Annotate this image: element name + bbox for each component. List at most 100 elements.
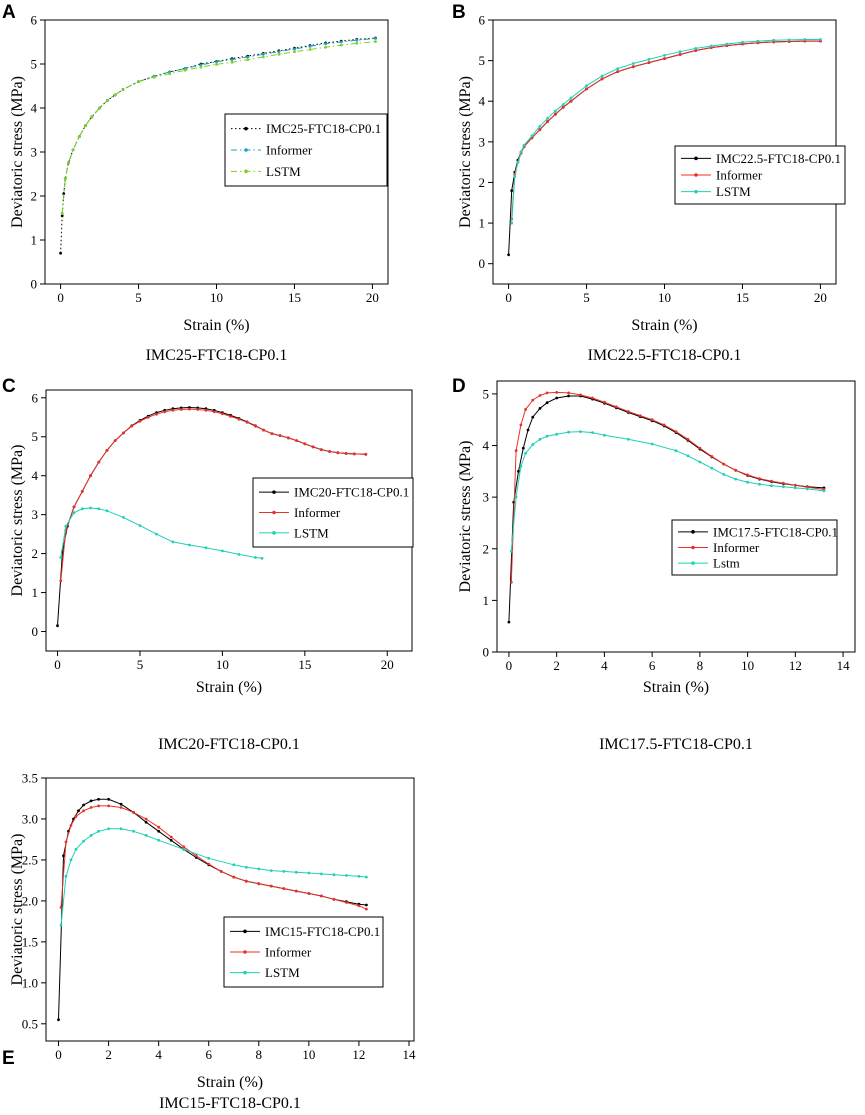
data-point [212, 410, 216, 414]
y-tick-label: 2 [479, 175, 486, 190]
x-tick-label: 12 [789, 658, 802, 673]
data-point [741, 40, 744, 44]
data-point [519, 423, 523, 427]
data-point [64, 840, 68, 844]
data-point [524, 451, 527, 455]
data-point [507, 253, 510, 257]
data-point [686, 437, 690, 441]
data-point [311, 445, 315, 449]
x-tick-label: 10 [216, 657, 229, 672]
data-point [616, 70, 620, 73]
data-point [144, 834, 148, 837]
data-point [72, 511, 76, 515]
data-point [144, 817, 148, 821]
data-point [585, 84, 588, 88]
data-point [74, 847, 78, 851]
data-point [188, 407, 191, 411]
x-tick-label: 6 [649, 658, 656, 673]
data-point [80, 507, 84, 511]
legend-marker [272, 510, 276, 515]
series-informer [509, 391, 826, 584]
data-point [80, 489, 84, 493]
series-lstm [510, 38, 822, 225]
data-point [121, 88, 125, 91]
data-point [257, 882, 261, 886]
data-point [674, 449, 678, 453]
data-point [352, 452, 356, 456]
data-point [237, 417, 241, 421]
data-point [793, 486, 797, 490]
data-point [538, 437, 542, 441]
series-line [60, 805, 367, 910]
data-point [530, 134, 534, 138]
legend-marker [244, 169, 248, 174]
data-point [105, 449, 109, 452]
data-point [69, 858, 73, 862]
data-point [756, 39, 760, 43]
x-tick-label: 4 [601, 658, 608, 673]
x-tick-label: 10 [741, 658, 754, 673]
data-point [163, 410, 167, 414]
data-point [344, 452, 348, 455]
data-point [64, 524, 68, 528]
data-point [509, 549, 513, 553]
x-tick-label: 8 [697, 658, 704, 673]
series-line [60, 828, 367, 926]
data-point [569, 99, 573, 103]
y-tick-label: 5 [32, 429, 39, 444]
data-point [59, 579, 63, 583]
data-point [332, 873, 336, 877]
data-point [254, 424, 257, 428]
data-point [626, 437, 630, 441]
y-tick-label: 1 [479, 216, 486, 231]
data-point [122, 431, 125, 435]
data-point [734, 477, 738, 481]
data-point [97, 804, 100, 808]
panel-b: B 0 5 10 15 20 0 1 2 3 4 5 6 Strain (%) Deviatoric str… [452, 2, 846, 364]
data-point [72, 505, 76, 509]
y-tick-label: 2.5 [22, 852, 38, 867]
data-point [77, 135, 81, 139]
legend-label: LSTM [716, 184, 751, 199]
data-point [678, 53, 682, 56]
data-point [207, 856, 211, 860]
data-point [113, 439, 117, 442]
data-point [526, 428, 530, 432]
data-point [219, 870, 223, 873]
data-point [308, 48, 312, 51]
y-tick-label: 4 [483, 438, 490, 453]
x-axis-title: Strain (%) [631, 317, 697, 334]
data-point [89, 799, 93, 803]
data-point [77, 809, 80, 813]
data-point [626, 410, 630, 413]
legend-marker [691, 530, 695, 534]
y-tick-label: 4 [479, 94, 486, 109]
data-point [345, 901, 348, 904]
y-axis-title: Deviatoric stress (MPa) [9, 834, 26, 986]
data-point [698, 460, 702, 464]
data-point [567, 391, 570, 395]
data-point [244, 865, 248, 869]
series-informer [59, 804, 368, 911]
data-point [246, 58, 250, 61]
data-point [770, 479, 773, 483]
legend-marker [244, 148, 248, 152]
data-point [56, 624, 59, 628]
data-point [199, 63, 203, 67]
data-point [591, 396, 594, 400]
panel-caption: IMC25-FTC18-CP0.1 [146, 347, 288, 364]
data-point [663, 53, 666, 57]
data-point [531, 398, 535, 402]
data-point [82, 809, 85, 813]
data-point [215, 63, 218, 66]
data-point [519, 464, 523, 468]
x-tick-label: 15 [298, 657, 311, 672]
data-point [89, 834, 93, 837]
data-point [355, 38, 359, 42]
data-point [277, 52, 281, 56]
data-point [555, 391, 559, 394]
data-point [74, 815, 78, 818]
data-point [603, 433, 606, 437]
data-point [204, 546, 208, 550]
data-point [57, 1018, 60, 1022]
